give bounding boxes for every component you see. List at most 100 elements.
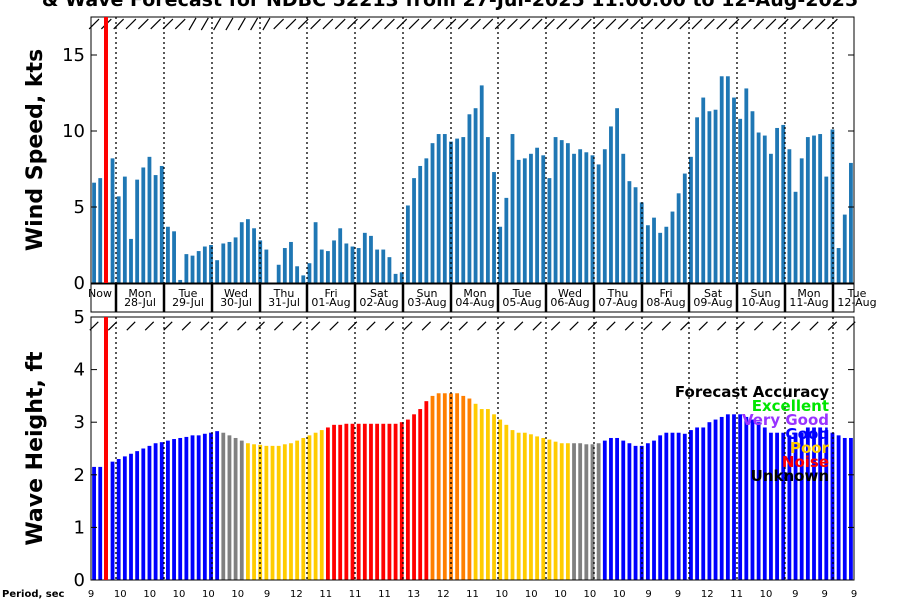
wind-bar <box>541 155 546 283</box>
wave-bar <box>307 435 312 580</box>
wind-bar <box>744 88 749 283</box>
wind-direction-arrow <box>285 18 297 30</box>
day-label-date: 08-Aug <box>646 296 685 309</box>
wave-direction-arrow <box>606 321 616 331</box>
wind-bar <box>584 152 589 283</box>
wind-bar <box>818 134 823 283</box>
wave-bar <box>590 444 595 580</box>
wind-direction-arrow <box>630 18 641 30</box>
day-label-date: 01-Aug <box>311 296 350 309</box>
wind-bar <box>233 237 238 283</box>
wind-bar <box>209 245 213 283</box>
day-label-date: 10-Aug <box>741 296 780 309</box>
wave-bar <box>178 437 183 580</box>
wave-direction-arrow <box>237 321 247 331</box>
wind-bar <box>332 240 336 283</box>
wind-bar <box>701 97 706 283</box>
wave-bar <box>529 434 533 580</box>
day-label-dow: Tue <box>178 287 198 300</box>
wave-direction-arrow <box>587 321 598 331</box>
wave-bar <box>418 409 423 580</box>
wind-bar <box>350 246 355 283</box>
wave-direction-arrow <box>680 321 690 331</box>
wind-bar <box>787 149 792 283</box>
day-label-dow: Tue <box>512 287 532 300</box>
period-label: Period, sec <box>2 589 65 600</box>
wave-direction-arrow <box>495 321 505 331</box>
wave-bar <box>836 435 841 580</box>
wave-bar <box>842 437 847 580</box>
wind-bar <box>664 226 669 283</box>
wave-bar <box>670 432 675 580</box>
wind-bar <box>98 178 103 283</box>
wave-direction-arrow <box>624 321 635 331</box>
wave-bar <box>762 427 767 580</box>
period-value: 11 <box>378 589 391 600</box>
wave-bar <box>652 440 656 580</box>
wave-direction-arrow <box>292 321 302 331</box>
wave-direction-arrow <box>403 321 413 331</box>
wave-bar <box>92 466 96 580</box>
wind-bar <box>393 273 398 283</box>
wind-bar <box>793 191 798 283</box>
wind-bar <box>565 143 570 283</box>
day-label-dow: Sat <box>370 287 389 300</box>
wind-bar <box>381 249 386 283</box>
wave-ytick-label: 0 <box>74 570 85 591</box>
wave-bar <box>276 445 281 580</box>
wave-bar <box>159 442 164 580</box>
wave-direction-arrow <box>273 321 284 331</box>
wind-direction-arrow <box>556 18 568 30</box>
wave-bar <box>122 456 127 580</box>
wave-bar <box>295 440 300 580</box>
wind-bar <box>504 197 509 283</box>
wind-direction-arrow <box>347 18 358 30</box>
wind-bar <box>836 248 841 283</box>
wind-direction-arrow <box>113 18 125 30</box>
wave-direction-arrow <box>809 321 819 331</box>
day-label-date: 06-Aug <box>550 296 589 309</box>
wind-bar <box>467 114 472 283</box>
wave-plot-frame <box>90 316 855 581</box>
wave-bar <box>184 436 189 580</box>
day-label-dow: Wed <box>558 287 582 300</box>
wind-bar <box>559 140 564 283</box>
wind-bar <box>762 135 767 283</box>
wind-direction-arrow <box>359 18 371 30</box>
day-label-dow: Thu <box>607 287 629 300</box>
wind-direction-arrow <box>605 18 617 30</box>
day-label-date: 31-Jul <box>268 296 300 309</box>
wind-direction-arrow <box>617 18 629 30</box>
wind-plot-frame <box>90 16 855 284</box>
wind-bar <box>295 266 300 283</box>
wave-bar <box>135 451 140 580</box>
wind-direction-arrow <box>482 18 494 30</box>
wind-bar <box>430 143 435 283</box>
wind-bar <box>289 241 293 283</box>
wave-bar <box>387 423 392 580</box>
day-label-date: 30-Jul <box>220 296 252 309</box>
wind-bar <box>596 164 601 283</box>
period-value: 12 <box>701 589 714 600</box>
wind-bar <box>362 232 367 283</box>
wave-bar <box>369 423 373 580</box>
wind-bar <box>375 249 380 283</box>
wave-bar <box>578 443 583 580</box>
wave-bar <box>356 423 361 580</box>
wind-bar <box>849 162 853 283</box>
now-label: Now <box>88 287 112 300</box>
wave-panel: 0 1 2 3 4 5 Wave Height, ft <box>23 307 856 591</box>
day-label-dow: Sun <box>751 287 772 300</box>
wind-bar <box>92 182 96 283</box>
wave-bar <box>744 416 749 580</box>
wind-ylabel: Wind Speed, kts <box>23 49 48 251</box>
wind-ytick-label: 15 <box>62 45 85 66</box>
wind-bar <box>682 173 687 283</box>
wind-bar <box>510 134 515 283</box>
chart-title: & Wave Forecast for NDBC 52213 from 27-J… <box>42 0 858 11</box>
wind-direction-arrow <box>593 18 605 30</box>
wave-bar <box>319 430 324 580</box>
period-value: 9 <box>645 589 651 600</box>
wind-ytick-label: 5 <box>74 197 85 218</box>
wind-bar <box>719 76 724 283</box>
